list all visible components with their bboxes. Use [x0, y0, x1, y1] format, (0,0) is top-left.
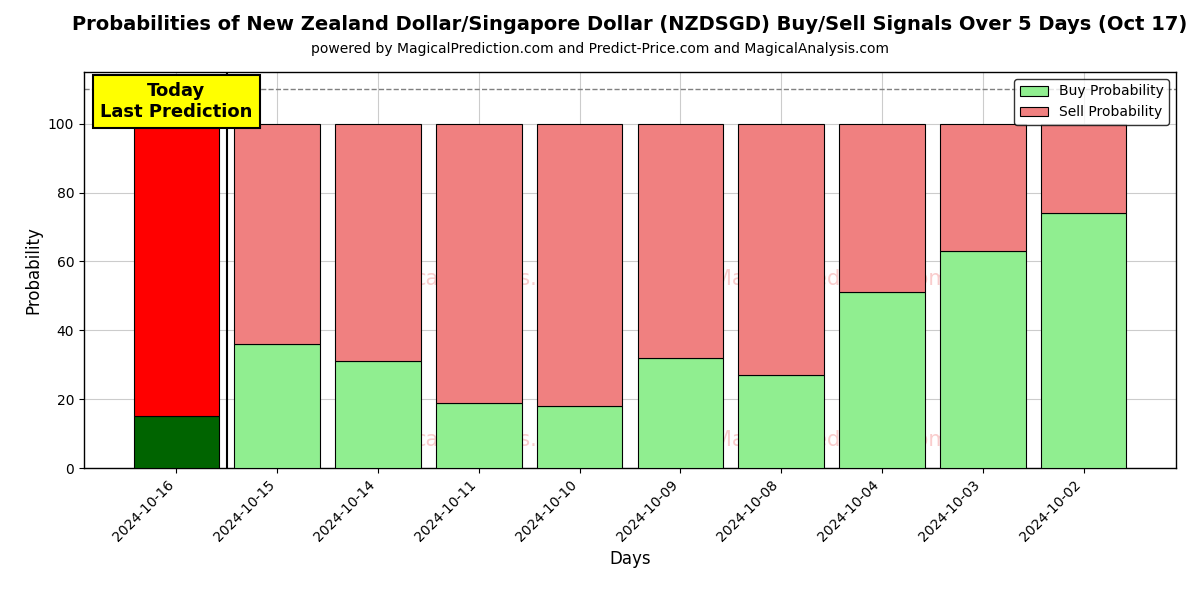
Text: calAnalysis.com: calAnalysis.com [415, 269, 583, 289]
Bar [738, 124, 824, 375]
Text: MagicalPrediction.com: MagicalPrediction.com [714, 269, 949, 289]
Text: MagicalPrediction.com: MagicalPrediction.com [714, 430, 949, 451]
Bar [436, 403, 522, 468]
Bar [436, 124, 522, 403]
Bar [234, 344, 320, 468]
Text: Today
Last Prediction: Today Last Prediction [101, 82, 253, 121]
Y-axis label: Probability: Probability [24, 226, 42, 314]
Bar [940, 251, 1026, 468]
Text: calAnalysis.com: calAnalysis.com [415, 430, 583, 451]
Bar [536, 124, 623, 406]
X-axis label: Days: Days [610, 550, 650, 568]
Bar [335, 361, 421, 468]
Title: Probabilities of New Zealand Dollar/Singapore Dollar (NZDSGD) Buy/Sell Signals O: Probabilities of New Zealand Dollar/Sing… [72, 16, 1188, 34]
Bar [637, 124, 724, 358]
Bar [133, 124, 220, 416]
Bar [1040, 124, 1127, 213]
Legend: Buy Probability, Sell Probability: Buy Probability, Sell Probability [1014, 79, 1169, 125]
Text: powered by MagicalPrediction.com and Predict-Price.com and MagicalAnalysis.com: powered by MagicalPrediction.com and Pre… [311, 42, 889, 56]
Bar [738, 375, 824, 468]
Bar [839, 124, 925, 292]
Bar [637, 358, 724, 468]
Bar [335, 124, 421, 361]
Bar [234, 124, 320, 344]
Bar [536, 406, 623, 468]
Bar [133, 416, 220, 468]
Bar [940, 124, 1026, 251]
Bar [1040, 213, 1127, 468]
Bar [839, 292, 925, 468]
